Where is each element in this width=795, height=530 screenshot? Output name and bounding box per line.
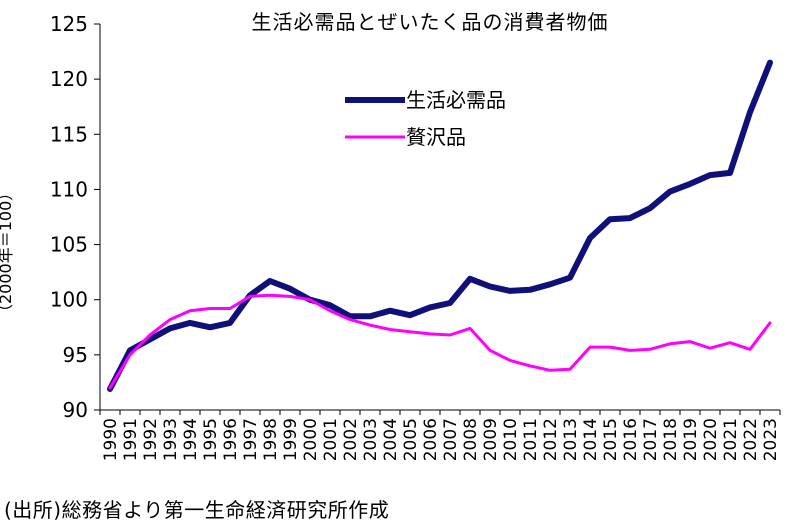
x-tick-label: 2011 [521,418,541,461]
x-tick-label: 2009 [481,418,501,461]
x-tick-label: 2005 [401,418,421,461]
x-tick-label: 1996 [221,418,241,461]
legend-label-2: 贅沢品 [406,125,466,149]
x-tick-label: 2020 [701,418,721,461]
y-tick-label: 120 [50,67,88,91]
x-tick-label: 2019 [681,418,701,461]
series-line-1 [107,59,773,392]
x-tick-label: 1994 [181,418,201,461]
x-tick-label: 2006 [421,418,441,461]
x-tick-label: 2018 [661,418,681,461]
legend-label-1: 生活必需品 [406,88,506,112]
x-tick-label: 1991 [121,418,141,461]
x-tick-label: 2014 [581,418,601,461]
x-tick-label: 1993 [161,418,181,461]
y-tick-label: 95 [63,343,88,367]
y-tick-label: 125 [50,12,88,36]
y-tick-label: 90 [63,398,88,422]
x-tick-label: 2000 [301,418,321,461]
x-tick-label: 1992 [141,418,161,461]
y-tick-label: 105 [50,233,88,257]
y-tick-label: 110 [50,177,88,201]
x-tick-label: 2022 [741,418,761,461]
x-tick-label: 1999 [281,418,301,461]
x-tick-label: 2021 [721,418,741,461]
x-tick-label: 2016 [621,418,641,461]
x-tick-label: 1998 [261,418,281,461]
x-tick-label: 2010 [501,418,521,461]
x-tick-label: 2013 [561,418,581,461]
source-note: (出所)総務省より第一生命経済研究所作成 [4,498,390,522]
y-tick-label: 115 [50,122,88,146]
y-tick-label: 100 [50,288,88,312]
x-tick-label: 2017 [641,418,661,461]
x-tick-label: 2004 [381,418,401,461]
x-tick-label: 1990 [101,418,121,461]
x-tick-label: 2007 [441,418,461,461]
x-tick-label: 1995 [201,418,221,461]
x-tick-label: 2015 [601,418,621,461]
x-tick-label: 2003 [361,418,381,461]
x-tick-label: 1997 [241,418,261,461]
chart-title: 生活必需品とぜいたく品の消費者物価 [251,10,609,34]
x-tick-label: 2002 [341,418,361,461]
x-tick-label: 2008 [461,418,481,461]
x-tick-label: 2012 [541,418,561,461]
x-tick-label: 2023 [761,418,781,461]
series-line-2 [108,293,772,390]
x-tick-label: 2001 [321,418,341,461]
